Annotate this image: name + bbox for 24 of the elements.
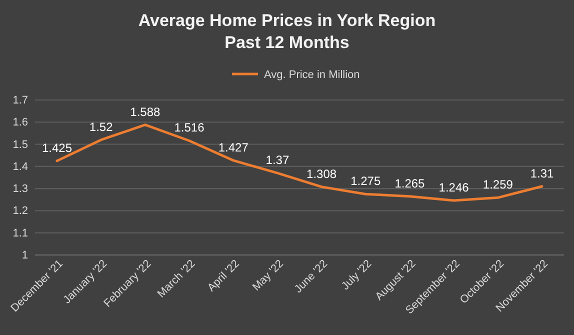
y-tick-label: 1.2 xyxy=(12,205,28,218)
data-label: 1.427 xyxy=(218,140,249,154)
data-label: 1.588 xyxy=(130,104,161,119)
x-tick-label: July '22 xyxy=(340,258,374,292)
data-label: 1.31 xyxy=(530,166,554,180)
chart-title: Average Home Prices in York Region Past 12 Months xyxy=(138,11,436,52)
data-label: 1.308 xyxy=(306,166,337,181)
y-tick-label: 1.3 xyxy=(12,183,28,196)
y-tick-label: 1 xyxy=(22,250,28,262)
legend-label: Avg. Price in Million xyxy=(264,69,360,81)
y-tick-label: 1.4 xyxy=(12,160,28,173)
data-label: 1.246 xyxy=(438,180,470,195)
data-label: 1.52 xyxy=(89,120,114,134)
x-tick-label: May '22 xyxy=(250,258,286,294)
y-tick-label: 1.1 xyxy=(12,227,28,240)
data-label: 1.275 xyxy=(350,174,381,188)
y-tick-label: 1.6 xyxy=(12,116,28,129)
data-label: 1.265 xyxy=(394,176,426,190)
y-tick-label: 1.5 xyxy=(12,138,28,151)
data-label: 1.425 xyxy=(42,140,72,155)
data-label: 1.37 xyxy=(266,153,290,168)
y-tick-label: 1.7 xyxy=(12,94,28,107)
data-label: 1.259 xyxy=(482,178,514,192)
data-label: 1.516 xyxy=(174,120,205,135)
